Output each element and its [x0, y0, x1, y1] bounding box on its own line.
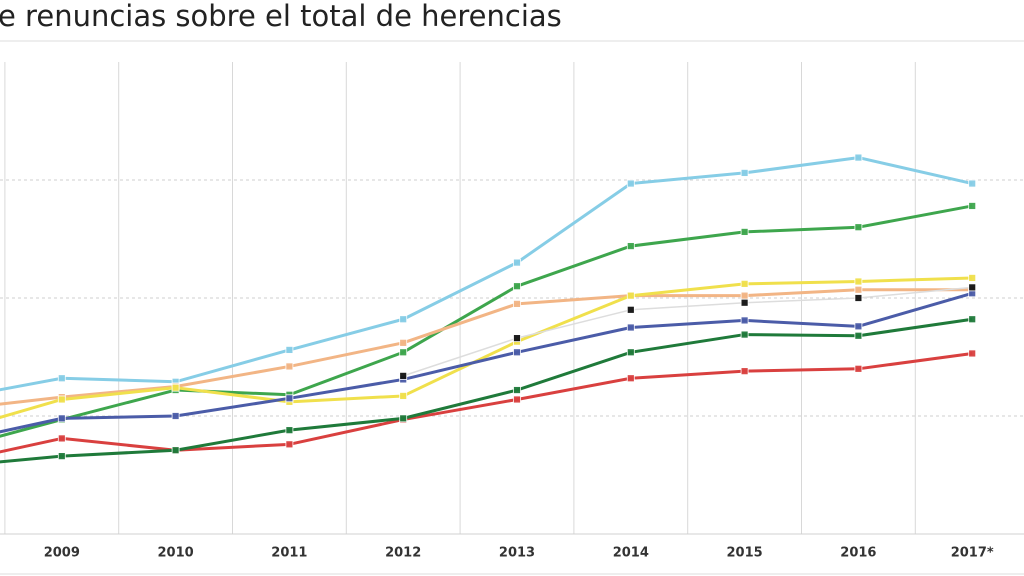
x-tick-label: 2011	[271, 546, 307, 561]
point-marker	[57, 414, 66, 423]
point-marker	[513, 258, 521, 267]
x-tick-label: 2013	[499, 546, 535, 561]
point-marker	[171, 412, 180, 420]
point-marker	[740, 367, 749, 376]
point-marker	[626, 323, 635, 332]
x-tick-label: 2014	[613, 546, 649, 561]
point-marker	[513, 395, 521, 404]
point-marker	[285, 394, 294, 403]
x-tick-label: 2016	[840, 546, 876, 561]
point-marker	[968, 349, 977, 358]
point-marker	[740, 279, 749, 288]
point-marker	[854, 294, 863, 302]
point-marker	[626, 374, 635, 383]
point-marker	[968, 179, 977, 188]
point-marker	[513, 282, 521, 291]
point-marker	[740, 228, 749, 236]
point-marker	[854, 331, 863, 340]
x-tick-label: 2017*	[951, 546, 994, 561]
point-marker	[285, 362, 294, 371]
point-marker	[285, 346, 294, 354]
point-marker	[740, 291, 749, 300]
point-marker	[399, 315, 408, 324]
point-marker	[285, 440, 294, 449]
series-line	[0, 291, 973, 434]
point-marker	[626, 305, 635, 314]
series-line	[0, 204, 973, 438]
point-marker	[740, 169, 749, 177]
point-marker	[854, 223, 863, 232]
point-marker	[626, 291, 635, 300]
point-marker	[513, 348, 521, 357]
point-marker	[513, 386, 521, 394]
point-marker	[854, 322, 863, 331]
point-marker	[57, 434, 66, 443]
chart-title: e renuncias sobre el total de herencias	[0, 0, 562, 33]
point-marker	[513, 299, 521, 308]
x-tick-label: 2012	[385, 546, 421, 561]
point-marker	[57, 374, 66, 383]
point-marker	[740, 298, 749, 307]
point-marker	[626, 348, 635, 357]
point-marker	[285, 426, 294, 435]
series-line	[0, 156, 973, 392]
point-marker	[854, 285, 863, 294]
x-tick-label: 2009	[44, 546, 80, 561]
point-marker	[399, 338, 408, 347]
point-marker	[399, 392, 408, 400]
point-marker	[513, 334, 521, 343]
point-marker	[968, 315, 977, 324]
point-marker	[171, 446, 180, 455]
point-marker	[626, 242, 635, 250]
series-line	[0, 276, 973, 419]
point-marker	[854, 364, 863, 373]
point-marker	[57, 452, 66, 461]
point-marker	[968, 283, 977, 292]
point-marker	[399, 371, 408, 380]
point-marker	[740, 330, 749, 339]
point-marker	[740, 316, 749, 325]
point-marker	[626, 179, 635, 188]
series-line	[0, 317, 973, 464]
plot	[0, 153, 977, 464]
point-marker	[968, 274, 977, 282]
series-line	[0, 351, 973, 454]
vertical-grid	[0, 62, 1024, 535]
point-marker	[399, 414, 408, 423]
point-marker	[171, 383, 180, 392]
point-marker	[854, 153, 863, 162]
point-marker	[854, 277, 863, 286]
series-line	[0, 288, 973, 406]
x-axis: 2009 2010 2011 2012 2013 2014 2015 2016 2017*	[44, 546, 994, 561]
point-marker	[399, 348, 408, 357]
series-line	[402, 286, 973, 377]
x-tick-label: 2015	[727, 546, 763, 561]
point-marker	[57, 395, 66, 404]
point-marker	[968, 202, 977, 210]
x-tick-label: 2010	[158, 546, 194, 561]
